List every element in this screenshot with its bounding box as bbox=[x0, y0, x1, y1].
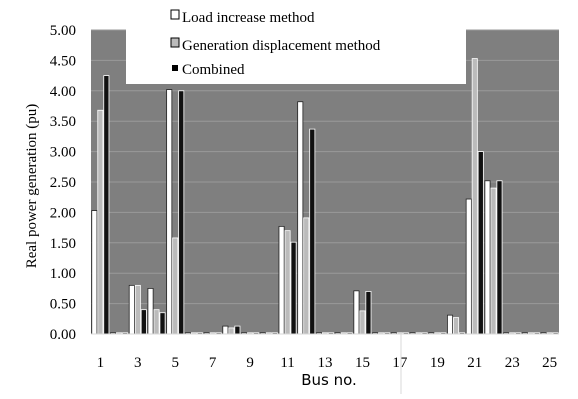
x-tick-label: 9 bbox=[246, 355, 254, 371]
x-tick-label: 11 bbox=[280, 355, 294, 371]
x-tick-label: 15 bbox=[355, 355, 370, 371]
bar-load-increase bbox=[147, 287, 154, 335]
bar-combined bbox=[234, 325, 241, 335]
bar-generation-displacement bbox=[153, 309, 160, 335]
bar-combined bbox=[309, 128, 316, 335]
y-tick-label: 4.00 bbox=[50, 84, 76, 100]
bar-combined bbox=[365, 291, 372, 335]
bar-combined bbox=[140, 309, 147, 335]
bar-combined bbox=[178, 90, 185, 335]
bar-combined bbox=[290, 241, 297, 335]
bar-load-increase bbox=[166, 89, 173, 335]
y-tick-label: 1.50 bbox=[50, 236, 76, 252]
bar-generation-displacement bbox=[359, 310, 366, 335]
x-tick-label: 21 bbox=[467, 355, 482, 371]
legend-label-load-increase: Load increase method bbox=[182, 10, 315, 26]
bar-generation-displacement bbox=[453, 317, 460, 335]
y-tick-label: 0.00 bbox=[50, 327, 76, 343]
bar-generation-displacement bbox=[97, 109, 104, 335]
y-tick-label: 0.50 bbox=[50, 297, 76, 313]
bar-generation-displacement bbox=[228, 327, 235, 335]
x-tick-label: 3 bbox=[134, 355, 142, 371]
bar-generation-displacement bbox=[471, 58, 478, 335]
legend: Load increase method Generation displace… bbox=[126, 1, 466, 84]
bar-load-increase bbox=[222, 325, 229, 335]
bar-load-increase bbox=[278, 225, 285, 335]
bar-generation-displacement bbox=[172, 237, 179, 335]
y-tick-label: 1.00 bbox=[50, 266, 76, 282]
y-tick-labels: 0.00 0.50 1.00 1.50 2.00 2.50 3.00 3.50 4.00 4.50… bbox=[50, 23, 76, 343]
bar-generation-displacement bbox=[303, 217, 310, 335]
bar-combined bbox=[477, 151, 484, 335]
x-tick-label: 17 bbox=[392, 355, 408, 371]
legend-label-generation-displacement: Generation displacement method bbox=[182, 38, 381, 54]
bar-load-increase bbox=[484, 180, 491, 335]
legend-label-combined: Combined bbox=[182, 62, 245, 78]
y-tick-label: 2.00 bbox=[50, 205, 76, 221]
x-tick-label: 7 bbox=[209, 355, 217, 371]
x-tick-label: 25 bbox=[542, 355, 557, 371]
x-tick-label: 13 bbox=[318, 355, 333, 371]
y-tick-label: 5.00 bbox=[50, 23, 76, 39]
x-tick-label: 5 bbox=[171, 355, 179, 371]
bar-generation-displacement bbox=[134, 284, 141, 335]
bar-combined bbox=[159, 312, 166, 335]
bar-combined bbox=[103, 75, 110, 335]
bar-load-increase bbox=[353, 290, 360, 335]
bar-generation-displacement bbox=[490, 187, 497, 335]
bar-combined bbox=[496, 180, 503, 335]
x-tick-label: 19 bbox=[430, 355, 445, 371]
bar-load-increase bbox=[447, 314, 454, 335]
x-tick-label: 23 bbox=[505, 355, 520, 371]
y-tick-label: 4.50 bbox=[50, 53, 76, 69]
x-tick-labels: 1 3 5 7 9 11 13 15 17 19 21 23 25 bbox=[97, 355, 558, 371]
x-tick-label: 1 bbox=[97, 355, 105, 371]
y-tick-label: 3.00 bbox=[50, 145, 76, 161]
bar-load-increase bbox=[91, 210, 98, 335]
x-axis-title: Bus no. bbox=[301, 371, 357, 389]
y-tick-label: 2.50 bbox=[50, 175, 76, 191]
y-axis-title: Real power generation (pu) bbox=[24, 104, 40, 269]
bar-load-increase bbox=[297, 101, 304, 335]
legend-swatch-combined bbox=[172, 65, 178, 71]
bar-generation-displacement bbox=[284, 230, 291, 335]
bar-load-increase bbox=[128, 284, 135, 335]
legend-box bbox=[126, 1, 466, 84]
legend-swatch-generation-displacement bbox=[170, 37, 180, 48]
legend-swatch-load-increase bbox=[170, 9, 180, 20]
bar-load-increase bbox=[465, 198, 472, 335]
y-tick-label: 3.50 bbox=[50, 114, 76, 130]
